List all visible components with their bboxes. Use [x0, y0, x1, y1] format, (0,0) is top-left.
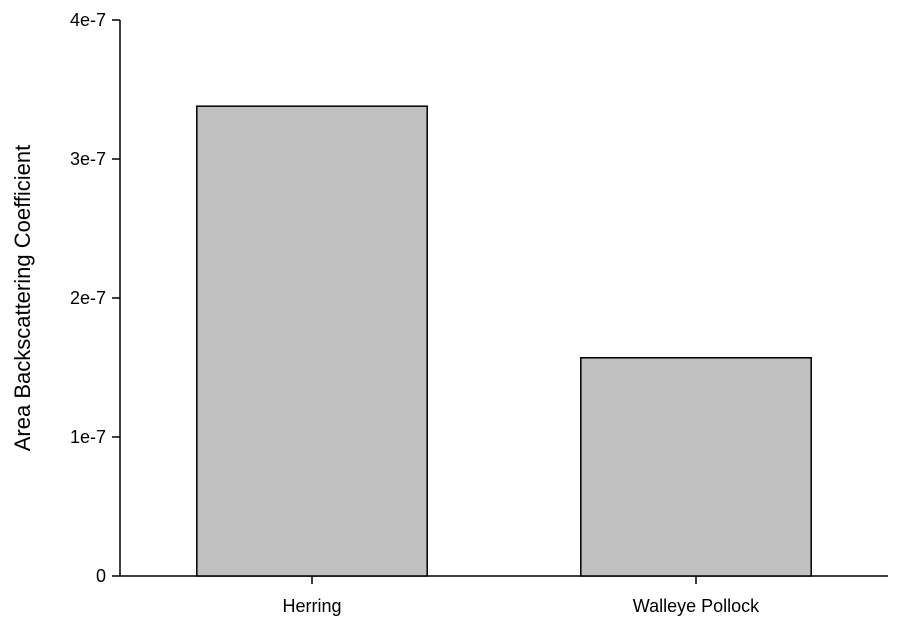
y-tick-label: 4e-7: [70, 10, 106, 30]
y-tick-label: 1e-7: [70, 427, 106, 447]
x-tick-label: Herring: [282, 596, 341, 616]
x-axis-ticks: Herring Walleye Pollock: [282, 576, 760, 616]
bar-walleye-pollock: [580, 357, 812, 577]
y-tick-label: 0: [96, 566, 106, 586]
y-tick-label: 3e-7: [70, 149, 106, 169]
x-tick-label: Walleye Pollock: [633, 596, 760, 616]
y-axis-ticks: 0 1e-7 2e-7 3e-7 4e-7: [70, 10, 120, 586]
bar-herring: [196, 105, 428, 577]
bars-group: [196, 105, 812, 577]
y-tick-label: 2e-7: [70, 288, 106, 308]
y-axis-title: Area Backscattering Coefficient: [10, 145, 35, 452]
